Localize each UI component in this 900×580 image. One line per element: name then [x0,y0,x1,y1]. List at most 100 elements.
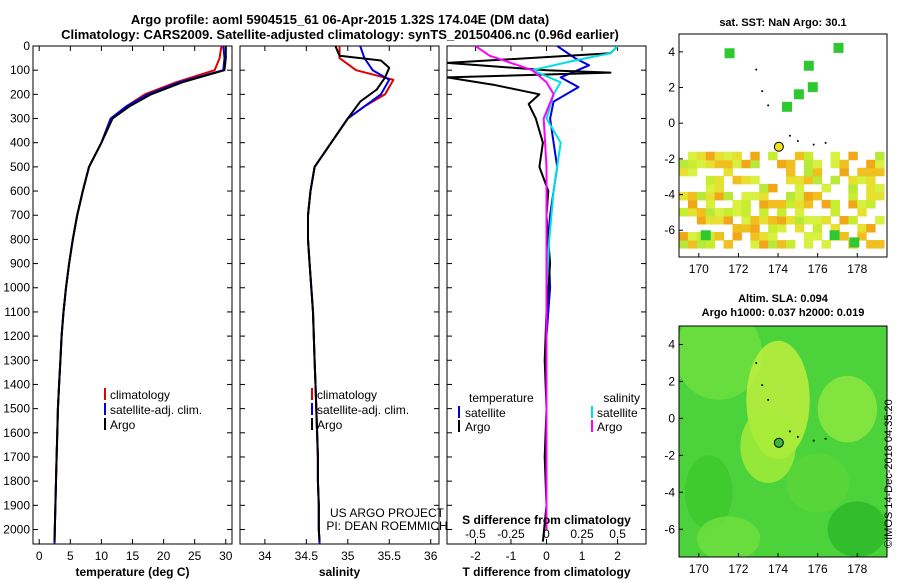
figure-title-line1: Argo profile: aoml 5904515_61 06-Apr-201… [130,12,550,27]
sla-anomaly-patch [827,501,887,557]
sst-pixel [821,215,832,225]
y-tick-label: 0 [668,116,675,130]
sst-pixel [812,223,823,233]
sst-pixel [723,215,733,225]
island-dot [812,439,815,442]
depth-tick-label: 1200 [3,329,30,343]
sst-pixel [759,207,769,217]
sst-pixel [803,191,814,201]
depth-tick-label: 700 [10,208,30,222]
y-tick-label: -4 [664,485,675,499]
sst-pixel [750,240,760,249]
depth-tick-label: 0 [23,39,30,53]
sst-pixel [812,159,823,169]
sst-pixel [866,167,876,177]
sst-pixel [866,159,876,169]
sst-pixel [875,167,885,177]
x-axis-label: T difference from climatology [462,565,630,579]
legend-label: satellite [465,406,506,420]
legend-label: Argo [465,420,491,434]
sst-pixel [714,207,725,217]
sst-pixel [768,183,778,193]
sst-pixel [794,183,805,193]
x-tick-label: 30 [219,549,233,563]
y-tick-label: -2 [664,448,675,462]
x-axis-label: temperature (deg C) [75,565,189,579]
sst-pixel [812,232,823,241]
sst-pixel [830,199,840,209]
annotation-text: US ARGO PROJECT [330,506,445,520]
sst-pixel [759,199,769,209]
sst-pixel [696,215,707,225]
secondary-tick-label: 0.5 [609,527,626,541]
sst-pixel [714,175,725,185]
sst-pixel [857,232,867,241]
sla-anomaly-patch [785,453,850,513]
legend-label: Argo [110,418,136,432]
x-tick-label: 15 [126,549,140,563]
sst-pixel [785,199,796,209]
sst-pixel [714,232,725,241]
series-line-argo [447,46,619,542]
sst-pixel [803,232,814,241]
series-line-argo [53,46,227,542]
sst-pixel [839,215,849,225]
sla-anomaly-patch [740,409,796,484]
sst-pixel [866,240,876,249]
sst-pixel [803,159,814,169]
sst-pixel [732,199,742,209]
sst-pixel [741,199,751,209]
secondary-tick-label: -0.25 [497,527,525,541]
secondary-tick-label: 0.25 [570,527,594,541]
sst-pixel [696,159,707,169]
sst-pixel [857,167,867,177]
legend-header-temperature: temperature [469,391,534,405]
sst-pixel [807,82,818,93]
sst-pixel [723,159,733,169]
sst-pixel [679,207,689,217]
map-body [679,326,887,557]
x-tick-label: 176 [808,562,828,576]
profile-location-marker [773,141,784,152]
sla-anomaly-patch [696,516,761,557]
legend-label: climatology [317,388,377,402]
sst-pixel [750,151,760,161]
x-axis-label: salinity [319,565,361,579]
legend-label: climatology [110,388,170,402]
sst-pixel [803,215,814,225]
sst-pixel [732,151,742,161]
sst-pixel [785,215,796,225]
island-dot [788,134,791,137]
sst-pixel [803,167,814,177]
sst-pixel [732,207,742,217]
sst-pixel [687,199,698,209]
sst-pixel [750,175,760,185]
sst-pixel [750,223,760,233]
y-tick-label: -4 [664,188,675,202]
x-tick-label: 172 [728,262,748,276]
sst-pixel [794,151,805,161]
sst-pixel [768,232,778,241]
sst-pixel [687,240,698,249]
series-line-satellite [545,46,591,530]
x-tick-label: 34 [258,549,272,563]
sst-pixel [687,191,698,201]
sst-pixel [732,232,742,241]
sst-pixel [848,191,858,201]
map-frame [678,33,888,258]
x-tick-label: 174 [768,262,788,276]
depth-tick-label: 300 [10,112,30,126]
sst-pixel [679,167,689,177]
profile-panel-temperature: 0100200300400500600700800900100011001200… [3,39,232,579]
secondary-tick-label: -0.5 [465,527,486,541]
x-tick-label: -2 [470,549,481,563]
sst-pixel [857,199,867,209]
sst-pixel [866,175,876,185]
island-dot [755,361,758,364]
sst-pixel [687,151,698,161]
sst-pixel [679,191,689,201]
sst-pixel [723,167,733,177]
island-dot [796,435,799,438]
depth-tick-label: 400 [10,136,30,150]
sst-pixel [741,223,751,233]
